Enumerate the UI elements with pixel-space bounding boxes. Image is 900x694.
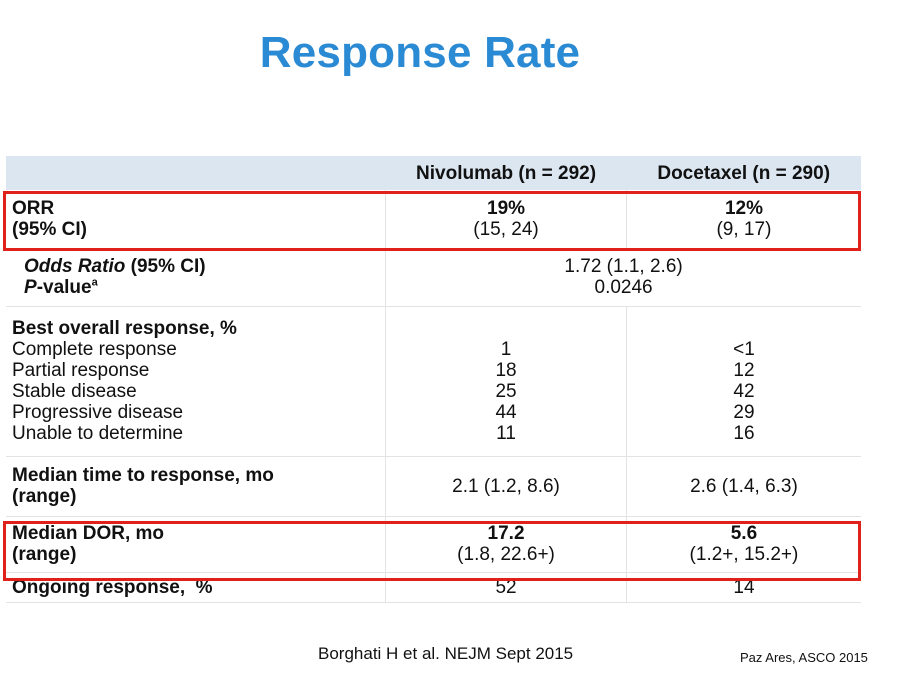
mttr-docetaxel: 2.6 (1.4, 6.3) (625, 456, 861, 516)
mttr-label-main: Median time to response, mo (12, 465, 274, 486)
best-docetaxel-value: 16 (733, 423, 755, 444)
orr-label: ORR (95% CI) (6, 190, 386, 248)
pvalue-label: P-valuea (24, 277, 379, 298)
dor-highlight-box (3, 521, 861, 581)
mttr-label: Median time to response, mo (range) (6, 456, 386, 516)
orr-label-main: ORR (12, 197, 55, 219)
dor-nivolumab-value: 17.2 (487, 523, 525, 544)
odds-ratio-italic: Odds Ratio (24, 256, 126, 277)
table-row-orr: ORR (95% CI) 19% (15, 24) 12% (9, 17) (6, 190, 861, 248)
odds-ratio-value: 1.72 (1.1, 2.6) (564, 256, 683, 277)
odds-ratio-label: Odds Ratio (95% CI) (24, 256, 379, 277)
best-nivolumab-value: 11 (496, 423, 516, 444)
best-nivolumab-value: 18 (495, 360, 517, 381)
dor-docetaxel-range: (1.2+, 15.2+) (689, 544, 799, 565)
pvalue-rest: -value (36, 277, 92, 298)
odds-label: Odds Ratio (95% CI) P-valuea (6, 248, 386, 306)
mttr-nivolumab: 2.1 (1.2, 8.6) (385, 456, 627, 516)
orr-nivolumab-value: 19% (487, 197, 526, 219)
pvalue-value: 0.0246 (594, 277, 653, 298)
best-docetaxel-value: <1 (733, 339, 755, 360)
slide-title: Response Rate (259, 28, 581, 77)
dor-label-range: (range) (12, 544, 77, 565)
dor-label-main: Median DOR, mo (12, 523, 165, 544)
ongoing-docetaxel: 14 (625, 572, 861, 602)
pvalue-p: P (24, 277, 37, 298)
best-labels: Best overall response, % Complete respon… (6, 306, 386, 456)
mttr-label-range: (range) (12, 486, 77, 507)
best-item-label: Stable disease (12, 381, 137, 402)
best-docetaxel-value: 42 (733, 381, 755, 402)
best-item-label: Progressive disease (12, 402, 184, 423)
orr-nivolumab-ci: (15, 24) (473, 218, 539, 240)
best-docetaxel-value: 29 (733, 402, 755, 423)
best-nivolumab: 1 18 25 44 11 (385, 306, 627, 456)
orr-docetaxel-value: 12% (724, 197, 763, 219)
best-nivolumab-value: 25 (495, 381, 517, 402)
orr-nivolumab: 19% (15, 24) (385, 190, 627, 248)
best-item-label: Partial response (12, 360, 150, 381)
dor-nivolumab: 17.2 (1.8, 22.6+) (385, 516, 627, 572)
odds-ratio-ci-label: (95% CI) (125, 256, 206, 277)
orr-highlight-box (3, 191, 861, 251)
table-header-row: Nivolumab (n = 292) Docetaxel (n = 290) (6, 156, 861, 190)
citation-text: Borghati H et al. NEJM Sept 2015 (318, 644, 574, 663)
table-row-median-dor: Median DOR, mo (range) 17.2 (1.8, 22.6+)… (6, 516, 861, 572)
best-nivolumab-value: 44 (495, 402, 517, 423)
best-docetaxel-value: 12 (733, 360, 755, 381)
table-row-median-time-to-response: Median time to response, mo (range) 2.1 … (6, 456, 861, 516)
pvalue-footnote-marker: a (91, 276, 98, 289)
response-table: Nivolumab (n = 292) Docetaxel (n = 290) … (6, 156, 861, 603)
source-text: Paz Ares, ASCO 2015 (740, 650, 868, 665)
best-item-label: Unable to determine (12, 423, 184, 444)
best-heading: Best overall response, % (12, 318, 237, 339)
header-nivolumab: Nivolumab (n = 292) (416, 162, 597, 184)
dor-docetaxel-value: 5.6 (730, 523, 758, 544)
orr-label-ci: (95% CI) (12, 218, 87, 240)
ongoing-nivolumab: 52 (385, 572, 627, 602)
dor-docetaxel: 5.6 (1.2+, 15.2+) (625, 516, 861, 572)
table-row-best-overall-response: Best overall response, % Complete respon… (6, 306, 861, 456)
dor-nivolumab-range: (1.8, 22.6+) (457, 544, 555, 565)
best-nivolumab-value: 1 (500, 339, 512, 360)
header-empty-cell (6, 156, 386, 190)
odds-values: 1.72 (1.1, 2.6) 0.0246 (385, 248, 861, 306)
orr-docetaxel-ci: (9, 17) (716, 218, 772, 240)
best-item-label: Complete response (12, 339, 177, 360)
table-row-odds-ratio: Odds Ratio (95% CI) P-valuea 1.72 (1.1, … (6, 248, 861, 306)
dor-label: Median DOR, mo (range) (6, 516, 386, 572)
ongoing-label: Ongoing response, % (12, 576, 213, 598)
table-row-ongoing-response: Ongoing response, % 52 14 (6, 572, 861, 602)
best-docetaxel: <1 12 42 29 16 (625, 306, 861, 456)
header-docetaxel: Docetaxel (n = 290) (657, 162, 831, 184)
orr-docetaxel: 12% (9, 17) (625, 190, 861, 248)
